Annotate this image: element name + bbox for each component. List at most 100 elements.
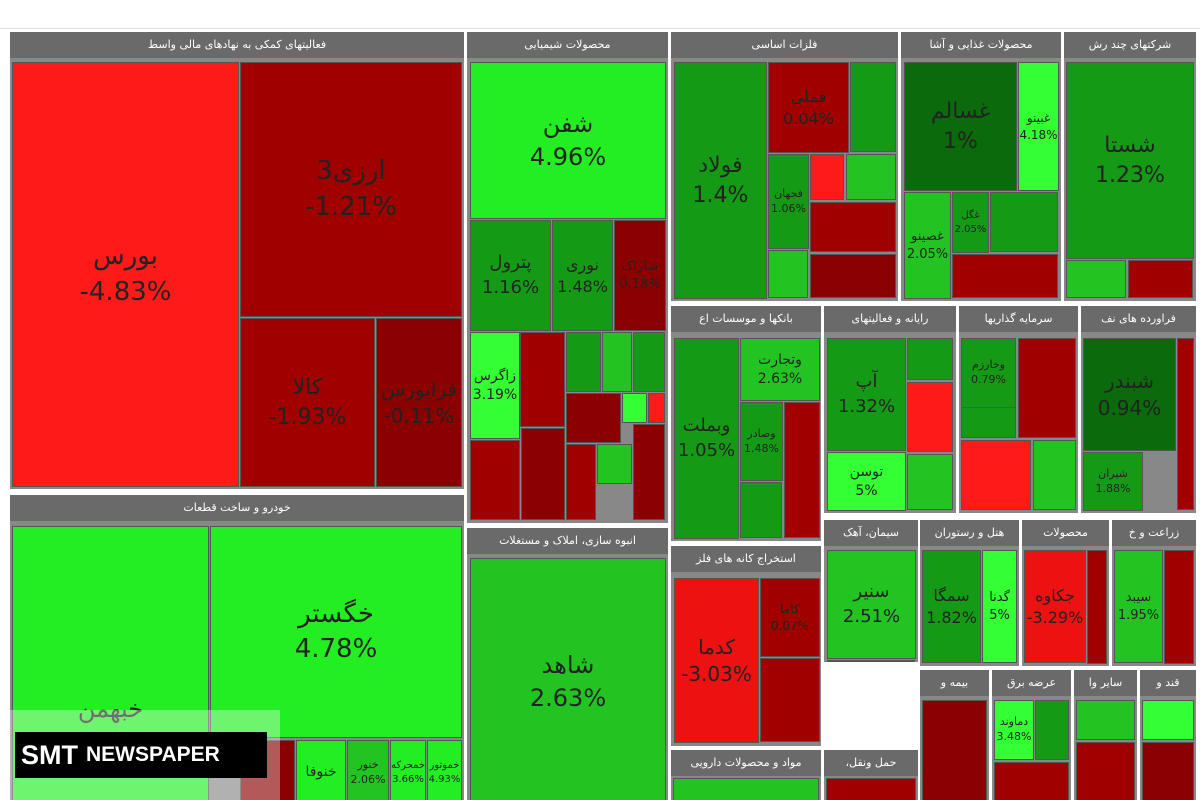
tile[interactable]: [1142, 742, 1194, 800]
tile-change: 0.07%: [770, 618, 810, 633]
tile[interactable]: [673, 778, 819, 800]
tile-change: 2.05%: [954, 223, 987, 235]
tile[interactable]: [1164, 550, 1194, 664]
tile[interactable]: شستا 1.23%: [1066, 62, 1194, 259]
tile[interactable]: غصینو 2.05%: [904, 192, 951, 299]
tile[interactable]: [846, 154, 896, 200]
tile[interactable]: سنیر 2.51%: [827, 550, 916, 659]
tile[interactable]: [760, 658, 820, 742]
tile[interactable]: سیبد 1.95%: [1114, 550, 1163, 663]
tile[interactable]: [622, 393, 647, 423]
tile[interactable]: گدنا 5%: [982, 550, 1017, 663]
tile[interactable]: [740, 482, 782, 538]
tile[interactable]: [784, 402, 820, 538]
tile[interactable]: آپ 1.32%: [827, 338, 906, 451]
tile-name: کاما: [780, 602, 800, 617]
tile[interactable]: [597, 444, 632, 484]
tile[interactable]: شفن 4.96%: [470, 62, 666, 219]
tile-change: 5%: [855, 482, 878, 499]
tile[interactable]: [566, 393, 621, 443]
tile[interactable]: وتجارت 2.63%: [740, 338, 820, 401]
tile[interactable]: بورس -4.83%: [12, 62, 239, 487]
tile[interactable]: خنوفا: [296, 740, 346, 800]
tile[interactable]: [768, 250, 808, 298]
tile[interactable]: [470, 440, 520, 520]
tile[interactable]: [907, 382, 953, 452]
tile[interactable]: [566, 444, 596, 520]
tile[interactable]: [907, 338, 953, 380]
tile[interactable]: شیران 1.88%: [1083, 452, 1143, 511]
tile-change: 1.48%: [557, 276, 608, 296]
tile[interactable]: غگل 2.05%: [952, 192, 989, 253]
tile[interactable]: پترول 1.16%: [470, 220, 551, 331]
tile[interactable]: کدما -3.03%: [674, 578, 759, 743]
tile[interactable]: فرابورس -0.11%: [376, 318, 462, 487]
tile[interactable]: جکاوه -3.29%: [1024, 550, 1086, 663]
tile[interactable]: دماوند 3.48%: [994, 700, 1034, 760]
tile[interactable]: فجهان 1.06%: [768, 154, 809, 249]
tile[interactable]: [1076, 742, 1135, 800]
tile-name: وخارزم: [972, 358, 1005, 372]
tile[interactable]: [827, 660, 915, 662]
tile[interactable]: [520, 332, 565, 427]
tile[interactable]: وصادر 1.48%: [740, 402, 783, 481]
tile[interactable]: خنور 2.06%: [347, 740, 389, 800]
tile-change: 1.23%: [1095, 162, 1165, 188]
tile[interactable]: غسالم 1%: [904, 62, 1017, 191]
tile[interactable]: [810, 154, 844, 200]
tile[interactable]: [952, 254, 1058, 298]
tile[interactable]: فملی 0.04%: [768, 62, 849, 153]
tile-change: 1.82%: [926, 607, 977, 627]
tile[interactable]: [850, 62, 896, 152]
tile[interactable]: [1033, 440, 1076, 510]
tile[interactable]: نوری 1.48%: [552, 220, 613, 331]
tile[interactable]: شبندر 0.94%: [1083, 338, 1176, 451]
tile-change: -3.29%: [1026, 607, 1084, 627]
tile[interactable]: [1128, 260, 1193, 298]
tile[interactable]: شاهد 2.63%: [470, 558, 666, 800]
tile[interactable]: فولاد 1.4%: [674, 62, 767, 299]
tile[interactable]: [810, 254, 896, 298]
tile[interactable]: [602, 332, 632, 392]
tile[interactable]: توسن 5%: [827, 452, 906, 511]
tile[interactable]: [521, 428, 565, 520]
tile[interactable]: [1035, 700, 1069, 760]
tile[interactable]: [566, 332, 601, 392]
tile[interactable]: [907, 454, 953, 510]
tile[interactable]: خموتور 4.93%: [427, 740, 462, 800]
tile[interactable]: [1018, 338, 1076, 438]
tile[interactable]: غبینو 4.18%: [1018, 62, 1059, 191]
tile[interactable]: خمحرکه 3.66%: [390, 740, 426, 800]
tile[interactable]: خگستر 4.78%: [210, 526, 462, 738]
tile[interactable]: [1066, 260, 1126, 298]
tile[interactable]: کاما 0.07%: [760, 578, 820, 657]
tile[interactable]: [648, 393, 665, 423]
tile[interactable]: [826, 778, 916, 800]
tile[interactable]: [961, 440, 1031, 510]
tile[interactable]: [994, 762, 1069, 800]
tile-change: -1.93%: [268, 404, 347, 430]
tile[interactable]: [1142, 700, 1194, 740]
tile[interactable]: [633, 332, 665, 392]
tile[interactable]: وخارزم 0.79%: [961, 338, 1016, 408]
tile[interactable]: سمگا 1.82%: [922, 550, 981, 663]
tile-name: توسن: [849, 463, 884, 480]
tile[interactable]: [810, 202, 896, 252]
tile[interactable]: [1076, 700, 1135, 740]
tile-name: فملی: [790, 86, 827, 106]
tile-change: 4.93%: [428, 773, 461, 785]
tile[interactable]: ارزی3 -1.21%: [240, 62, 462, 317]
tile[interactable]: [633, 424, 665, 520]
tile-name: شاراک: [621, 258, 659, 274]
tile[interactable]: [1177, 338, 1194, 510]
tile[interactable]: [1087, 550, 1107, 664]
tile[interactable]: زاگرس 3.19%: [470, 332, 520, 439]
tile[interactable]: [922, 700, 987, 800]
tile-name: غسالم: [930, 98, 991, 124]
tile[interactable]: وبملت 1.05%: [674, 338, 739, 539]
tile[interactable]: شاراک 0.18%: [614, 220, 666, 331]
tile[interactable]: کالا -1.93%: [240, 318, 375, 487]
tile[interactable]: [990, 192, 1058, 252]
tile-name: غصینو: [911, 228, 944, 244]
